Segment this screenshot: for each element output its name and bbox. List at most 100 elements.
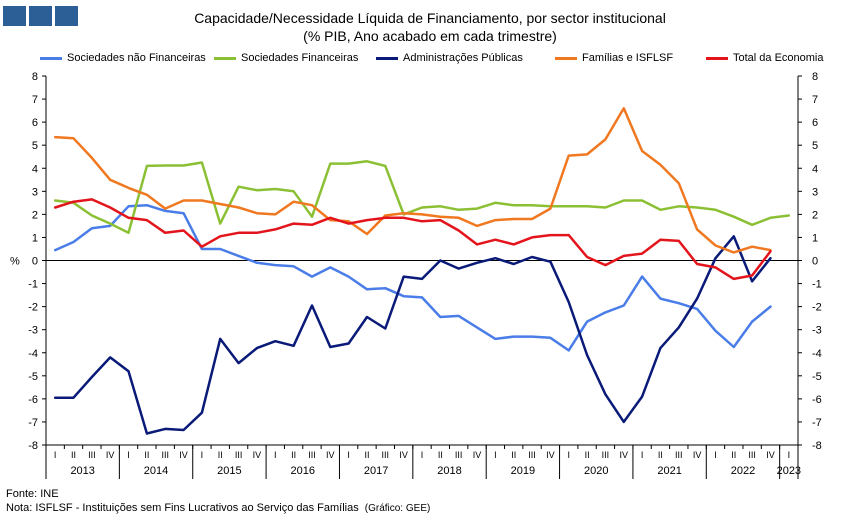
y-tick-label-left: -3 — [28, 325, 38, 337]
quarter-label: IV — [399, 450, 408, 460]
y-tick-label-right: 5 — [812, 140, 818, 152]
y-tick-label-right: 7 — [812, 94, 818, 106]
quarter-label: II — [585, 450, 590, 460]
legend-label: Administrações Públicas — [403, 52, 523, 64]
quarter-label: III — [528, 450, 536, 460]
y-tick-label-right: 8 — [812, 71, 818, 83]
quarter-label: III — [675, 450, 683, 460]
logo-block — [29, 6, 52, 26]
y-tick-label-right: 0 — [812, 256, 818, 268]
quarter-label: III — [161, 450, 169, 460]
footnotes: Fonte: INE Nota: ISFLSF - Instituições s… — [6, 487, 430, 516]
year-label: 2018 — [437, 465, 461, 477]
series-line — [53, 235, 772, 435]
quarter-label: IV — [693, 450, 702, 460]
y-tick-label-right: -5 — [812, 371, 822, 383]
title-line-1: Capacidade/Necessidade Líquida de Financ… — [194, 10, 666, 26]
year-label: 2019 — [511, 465, 535, 477]
y-axis-label: % — [10, 256, 20, 268]
quarter-label: I — [274, 450, 277, 460]
legend-item: Administrações Públicas — [376, 50, 523, 66]
legend-swatch — [376, 56, 398, 60]
legend-item: Sociedades não Financeiras — [40, 50, 206, 66]
y-tick-label-left: -4 — [28, 348, 38, 360]
legend-label: Total da Economia — [733, 52, 824, 64]
series-line — [53, 203, 772, 352]
legend-swatch — [706, 56, 728, 60]
y-tick-label-right: 3 — [812, 186, 818, 198]
year-label: 2015 — [217, 465, 241, 477]
y-tick-label-left: 1 — [32, 232, 38, 244]
quarter-label: I — [347, 450, 350, 460]
quarter-label: IV — [619, 450, 628, 460]
chart-title: Capacidade/Necessidade Líquida de Financ… — [60, 9, 800, 45]
series-line — [53, 198, 772, 281]
year-label: 2023 — [777, 465, 801, 477]
year-label: 2022 — [731, 465, 755, 477]
year-label: 2021 — [657, 465, 681, 477]
quarter-label: IV — [326, 450, 335, 460]
quarter-label: II — [218, 450, 223, 460]
quarter-label: IV — [766, 450, 775, 460]
y-tick-label-left: 4 — [32, 163, 38, 175]
quarter-label: II — [731, 450, 736, 460]
quarter-label: III — [382, 450, 390, 460]
legend-swatch — [214, 56, 236, 60]
legend-label: Sociedades Financeiras — [241, 52, 359, 64]
year-label: 2020 — [584, 465, 608, 477]
y-tick-label-left: -8 — [28, 440, 38, 452]
quarter-label: I — [641, 450, 644, 460]
quarter-label: I — [127, 450, 130, 460]
y-tick-label-right: -2 — [812, 302, 822, 314]
quarter-label: IV — [253, 450, 262, 460]
quarter-label: III — [455, 450, 463, 460]
quarter-label: III — [235, 450, 243, 460]
logo-block — [55, 6, 78, 26]
legend-swatch — [40, 56, 62, 60]
y-tick-label-right: 2 — [812, 209, 818, 221]
title-line-2: (% PIB, Ano acabado em cada trimestre) — [303, 28, 557, 44]
legend-item: Total da Economia — [706, 50, 824, 66]
y-tick-label-left: -2 — [28, 302, 38, 314]
quarter-label: I — [494, 450, 497, 460]
y-tick-label-left: -5 — [28, 371, 38, 383]
legend-label: Famílias e ISFLSF — [582, 52, 674, 64]
y-tick-label-right: -3 — [812, 325, 822, 337]
quarter-label: IV — [473, 450, 482, 460]
quarter-label: II — [438, 450, 443, 460]
quarter-label: III — [602, 450, 610, 460]
y-tick-label-left: 8 — [32, 71, 38, 83]
source-note: Fonte: INE — [6, 488, 59, 500]
quarter-label: III — [88, 450, 96, 460]
quarter-label: I — [421, 450, 424, 460]
quarter-label: IV — [546, 450, 555, 460]
quarter-label: II — [291, 450, 296, 460]
quarter-label: II — [511, 450, 516, 460]
year-label: 2013 — [70, 465, 94, 477]
quarter-label: II — [658, 450, 663, 460]
quarter-label: I — [54, 450, 57, 460]
quarter-label: III — [308, 450, 316, 460]
y-tick-label-left: 5 — [32, 140, 38, 152]
y-tick-label-right: 4 — [812, 163, 818, 175]
credit-note: (Gráfico: GEE) — [364, 503, 431, 514]
y-tick-label-left: 3 — [32, 186, 38, 198]
y-tick-label-right: -6 — [812, 394, 822, 406]
y-tick-label-left: 0 — [32, 256, 38, 268]
quarter-label: II — [71, 450, 76, 460]
quarter-label: III — [748, 450, 756, 460]
year-label: 2016 — [291, 465, 315, 477]
abbreviation-note: Nota: ISFLSF - Instituições sem Fins Luc… — [6, 502, 431, 514]
legend-item: Famílias e ISFLSF — [555, 50, 673, 66]
legend-swatch — [555, 56, 577, 60]
quarter-label: II — [144, 450, 149, 460]
y-tick-label-right: -1 — [812, 279, 822, 291]
y-tick-label-left: -7 — [28, 417, 38, 429]
y-tick-label-right: 1 — [812, 232, 818, 244]
y-tick-label-right: -4 — [812, 348, 822, 360]
y-tick-label-right: -7 — [812, 417, 822, 429]
y-tick-label-left: 6 — [32, 117, 38, 129]
quarter-label: I — [788, 450, 791, 460]
y-tick-label-right: 6 — [812, 117, 818, 129]
